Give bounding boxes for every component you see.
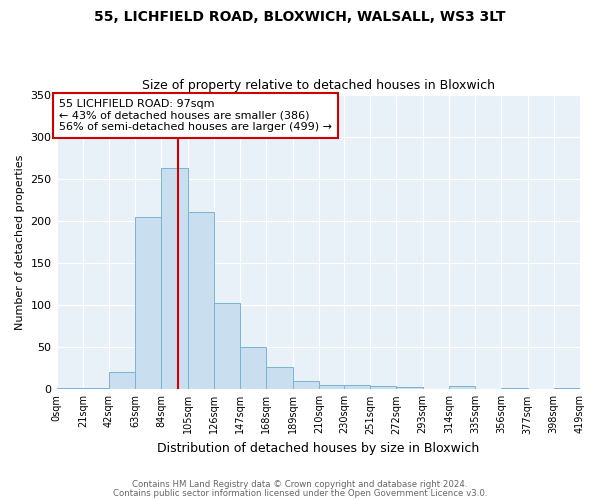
Bar	[56, 388, 83, 390]
Bar	[135, 216, 161, 390]
Bar	[214, 302, 240, 390]
Text: Contains HM Land Registry data © Crown copyright and database right 2024.: Contains HM Land Registry data © Crown c…	[132, 480, 468, 489]
Text: 55, LICHFIELD ROAD, BLOXWICH, WALSALL, WS3 3LT: 55, LICHFIELD ROAD, BLOXWICH, WALSALL, W…	[94, 10, 506, 24]
Bar	[266, 366, 293, 390]
Bar	[370, 386, 397, 390]
Y-axis label: Number of detached properties: Number of detached properties	[15, 154, 25, 330]
Bar	[344, 385, 370, 390]
Bar	[319, 385, 344, 390]
Bar	[554, 388, 580, 390]
Bar	[449, 386, 475, 390]
Bar	[109, 372, 135, 390]
Bar	[188, 212, 214, 390]
X-axis label: Distribution of detached houses by size in Bloxwich: Distribution of detached houses by size …	[157, 442, 479, 455]
Text: 55 LICHFIELD ROAD: 97sqm
← 43% of detached houses are smaller (386)
56% of semi-: 55 LICHFIELD ROAD: 97sqm ← 43% of detach…	[59, 99, 332, 132]
Bar	[161, 168, 188, 390]
Title: Size of property relative to detached houses in Bloxwich: Size of property relative to detached ho…	[142, 79, 495, 92]
Bar	[240, 347, 266, 390]
Bar	[397, 387, 422, 390]
Bar	[293, 381, 319, 390]
Text: Contains public sector information licensed under the Open Government Licence v3: Contains public sector information licen…	[113, 488, 487, 498]
Bar	[83, 388, 109, 390]
Bar	[501, 388, 527, 390]
